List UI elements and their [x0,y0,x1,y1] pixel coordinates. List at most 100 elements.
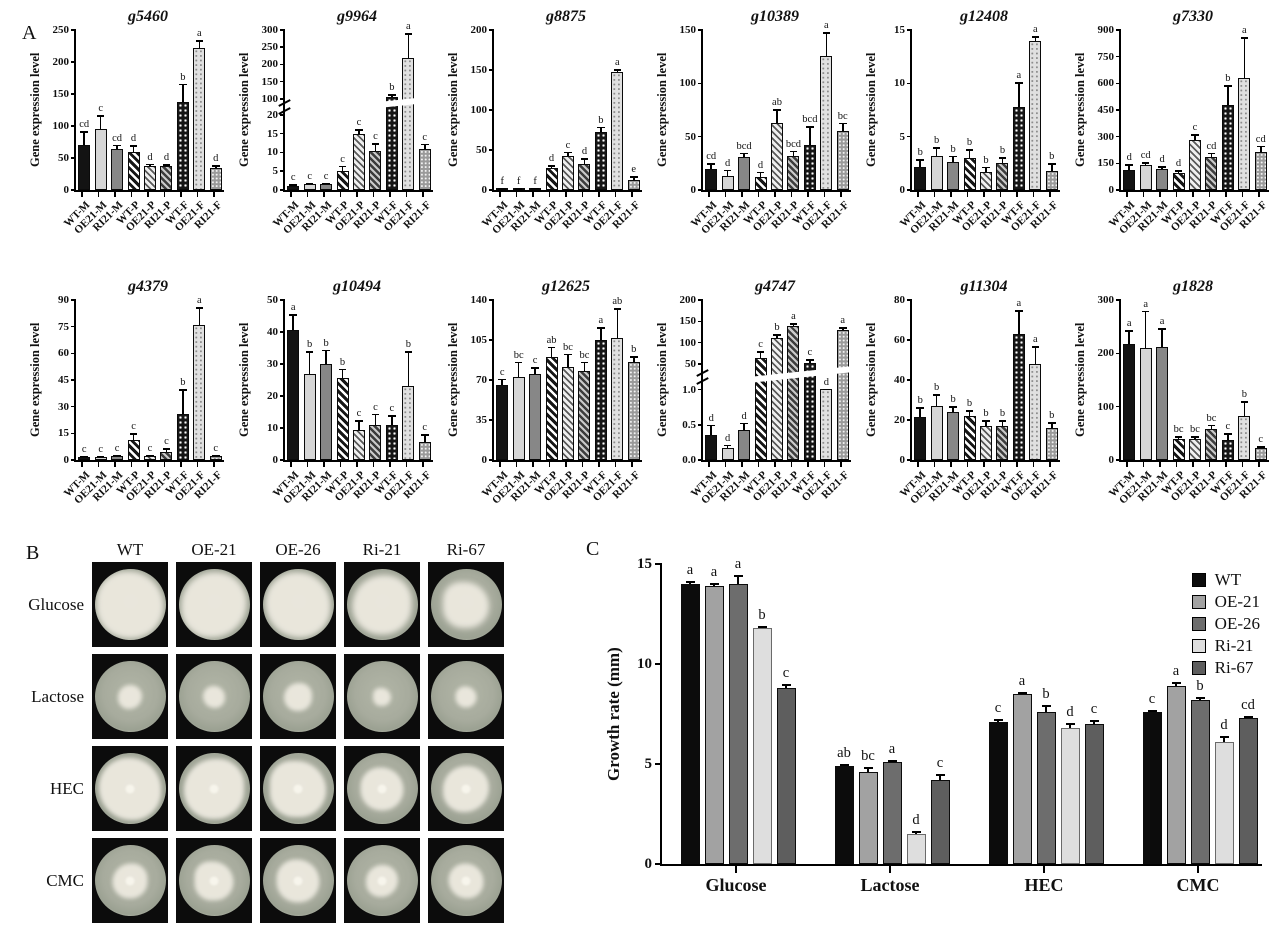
tick-mark [655,663,662,665]
tick-mark [489,149,494,151]
tick-mark [1116,55,1121,58]
chart-title: g7330 [1173,8,1213,25]
bar-OE21-P [980,426,992,460]
colony-center-spot [461,876,471,885]
y-axis-label: Gene expression level [237,52,251,168]
sig-letter: d [147,151,153,163]
x-tick-mark [81,462,84,467]
error-bar [1243,716,1253,718]
tick-mark [489,419,494,421]
petri-column-label: Ri-21 [362,540,402,559]
sig-letter: b [999,408,1006,419]
sig-letter: b [389,82,395,94]
x-tick-mark [147,192,149,197]
error-bar [564,353,571,368]
x-tick-mark [163,462,166,467]
bar-OE21-M [930,406,943,460]
y-tick: 40 [894,374,912,386]
tick-mark [1116,189,1121,191]
tick-mark [280,395,285,397]
gene-chart-g8875: g8875 Gene expression level 0 50 100 150 200 f f… [446,8,655,252]
legend-label: OE-26 [1214,614,1260,633]
tick-mark [71,459,76,461]
y-tick: 10 [894,77,912,89]
y-tick-label: 50 [267,294,278,306]
y-tick: 20 [267,109,285,121]
error-bar [1191,436,1198,439]
chart-title: g4379 [128,278,168,295]
y-axis-label: Gene expression level [864,52,878,168]
sig-letter: d [548,153,555,165]
sig-letter: a [734,556,742,572]
y-tick: 300 [262,24,285,36]
error-bar [1041,705,1051,712]
error-bar [949,155,956,163]
y-tick-label: 30 [58,400,69,413]
sig-letter: c [389,403,395,415]
gene-chart-g4747: g4747 Gene expression level 0.0 0.5 1.0 50 100… [655,278,864,522]
bar-WT-F [1221,439,1234,460]
bar-OE21-M [1139,165,1152,190]
error-bar [322,182,329,185]
sig-letter: a [1126,318,1132,330]
x-tick-mark [180,462,182,467]
x-tick-mark [581,462,584,467]
error-bar [733,575,743,584]
colony-center-spot [209,876,219,885]
fungal-colony [352,575,412,634]
y-tick: 15 [58,427,76,439]
tick-mark [489,69,494,71]
bar-RI21-M [529,374,542,460]
x-tick-mark [130,192,133,197]
y-tick-label: 100 [1097,400,1115,413]
bar-Ri-67-Lactose [930,780,950,864]
sig-letter: bc [1206,412,1217,424]
tick-mark [698,189,703,191]
error-bar [1175,436,1182,439]
y-tick: 60 [894,334,912,346]
error-bar [163,164,170,167]
x-group-label: Lactose [860,875,920,895]
bar-WT-M [1123,343,1136,460]
chart-title: g8875 [546,8,586,25]
tick-mark [698,363,703,365]
error-bar [306,351,313,374]
y-tick-label: 250 [52,24,70,36]
sig-letter: a [614,57,620,69]
error-bar [372,413,379,425]
bar-RI21-P [578,164,591,190]
error-bar [1158,166,1165,169]
sig-letter: c [532,355,538,367]
sig-letter: b [934,135,940,147]
sig-letter: c [422,131,428,143]
x-tick-mark [1159,192,1161,197]
bar-OE21-F [611,72,624,190]
y-tick: 100 [1097,400,1121,413]
petri-dish [430,569,502,640]
petri-dish [178,569,250,640]
x-tick-mark [917,192,920,197]
sig-letter: b [1049,151,1055,163]
chart-title: g4747 [755,278,795,295]
bar-OE21-F [1238,78,1251,190]
tick-mark [1116,135,1121,138]
x-tick-mark [807,462,809,467]
y-axis-label: Gene expression level [237,322,251,438]
gene-chart-g10494: g10494 Gene expression level 0 10 20 30 40 50 a b… [237,278,446,522]
gene-chart-g7330: g7330 Gene expression level 0 150 300 450 600 7… [1073,8,1280,252]
sig-letter: a [686,562,694,578]
bar-OE21-M [721,176,734,190]
y-tick-label: 0 [899,184,906,196]
y-tick-label: 5 [272,165,279,178]
sig-letter: b [966,398,973,409]
sig-letter: cd [1206,140,1217,152]
y-tick: 15 [267,128,285,140]
error-bar [339,165,346,172]
error-bar [1015,310,1022,334]
bar-OE21-F [611,337,624,460]
tick-mark [71,125,76,127]
error-bar [146,454,153,457]
sig-letter: d [725,432,731,444]
petri-dish [430,661,502,732]
sig-letter: cd [706,151,717,163]
